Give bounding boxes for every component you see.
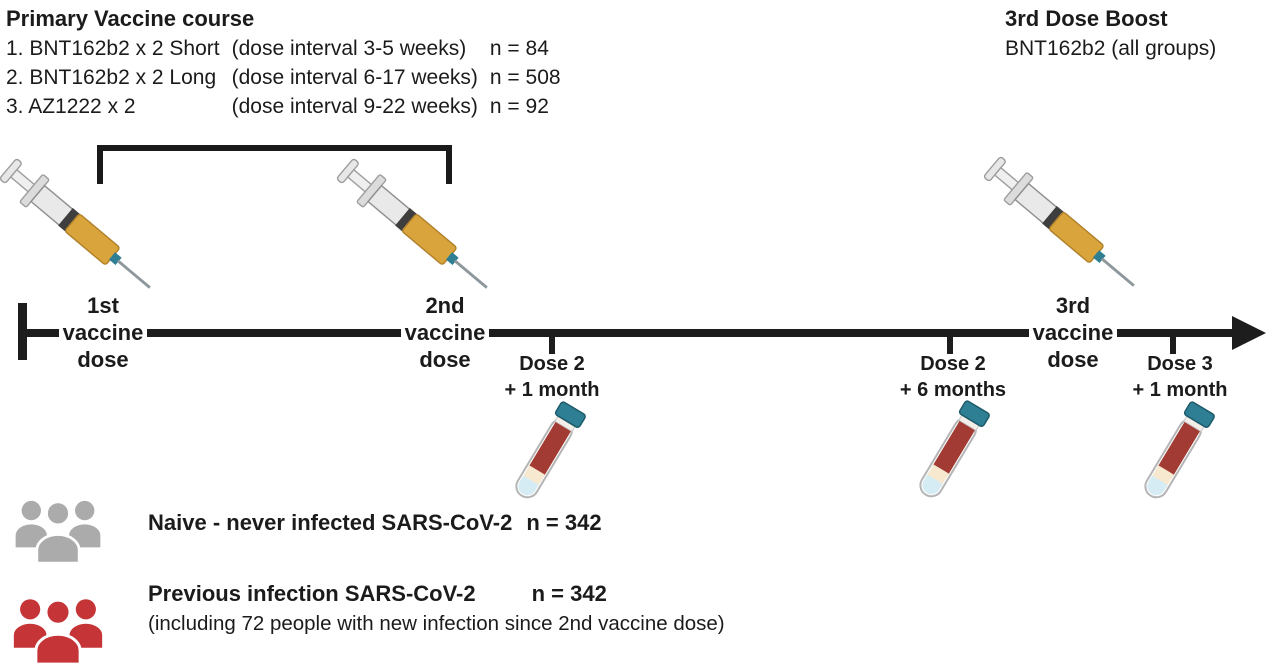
sample-line2: + 6 months [899, 379, 1007, 401]
timeline-start-tick [18, 303, 27, 360]
dose-ordinal: 2nd [421, 292, 469, 319]
label-dose2-plus-1-month: Dose 2 + 1 month [472, 351, 632, 403]
dose-interval-bracket [97, 145, 452, 184]
legend-naive: Naive - never infected SARS-CoV-2 n = 342 [148, 510, 602, 536]
previous-infection-group-icon [10, 592, 106, 665]
dose-word: dose [415, 346, 475, 373]
legend-naive-n: n = 342 [526, 510, 602, 535]
course-row-interval: (dose interval 3-5 weeks) [231, 37, 467, 60]
primary-course-list: 1. BNT162b2 x 2 Short (dose interval 3-5… [6, 34, 561, 121]
dose-word: vaccine [58, 319, 148, 346]
primary-course-panel: Primary Vaccine course 1. BNT162b2 x 2 S… [6, 4, 561, 121]
label-1st-vaccine-dose: 1st vaccine dose [38, 292, 168, 373]
course-row-name: 1. BNT162b2 x 2 Short [6, 37, 220, 60]
blood-tube-icon-sample3 [1133, 397, 1221, 507]
syringe-icon-dose3 [978, 150, 1151, 304]
label-dose2-plus-6-months: Dose 2 + 6 months [873, 351, 1033, 403]
timeline-arrowhead-icon [1232, 316, 1266, 350]
naive-group-icon [10, 494, 106, 564]
course-row-name: 2. BNT162b2 x 2 Long [6, 66, 217, 89]
sample-tick-dose2-plus-1-month [549, 337, 555, 354]
dose-word: dose [73, 346, 133, 373]
dose-ordinal: 1st [83, 292, 123, 319]
sample-line1: Dose 2 [920, 353, 986, 375]
legend-naive-label: Naive - never infected SARS-CoV-2 [148, 510, 513, 535]
sample-tick-dose2-plus-6-months [947, 337, 953, 354]
label-2nd-vaccine-dose: 2nd vaccine dose [380, 292, 510, 373]
legend-previous-label: Previous infection SARS-CoV-2 [148, 581, 476, 606]
course-row-n: n = 508 [489, 66, 561, 89]
legend-previous-n: n = 342 [531, 581, 607, 606]
legend-previous-infection: Previous infection SARS-CoV-2 n = 342 [148, 581, 607, 607]
course-row-n: n = 92 [489, 95, 549, 118]
course-row-interval: (dose interval 6-17 weeks) [231, 66, 478, 89]
blood-tube-icon-sample2 [908, 396, 996, 506]
dose-ordinal: 3rd [1051, 292, 1095, 319]
boost-subtitle: BNT162b2 (all groups) [1005, 37, 1217, 60]
primary-course-title: Primary Vaccine course [6, 6, 255, 31]
sample-line1: Dose 3 [1147, 353, 1213, 375]
legend-previous-note: (including 72 people with new infection … [148, 612, 725, 635]
timeline-axis [20, 329, 1236, 337]
dose-word: dose [1043, 346, 1103, 373]
boost-title: 3rd Dose Boost [1005, 6, 1168, 31]
sample-tick-dose3-plus-1-month [1170, 337, 1176, 354]
course-row-interval: (dose interval 9-22 weeks) [231, 95, 478, 118]
label-3rd-vaccine-dose: 3rd vaccine dose [1008, 292, 1138, 373]
sample-line1: Dose 2 [519, 353, 585, 375]
dose-word: vaccine [1028, 319, 1118, 346]
dose-word: vaccine [400, 319, 490, 346]
course-row-n: n = 84 [489, 37, 549, 60]
boost-panel: 3rd Dose Boost BNT162b2 (all groups) [1005, 4, 1216, 63]
sample-line2: + 1 month [1132, 379, 1228, 401]
sample-line2: + 1 month [504, 379, 600, 401]
label-dose3-plus-1-month: Dose 3 + 1 month [1100, 351, 1260, 403]
blood-tube-icon-sample1 [504, 397, 592, 507]
course-row-name: 3. AZ1222 x 2 [6, 95, 136, 118]
